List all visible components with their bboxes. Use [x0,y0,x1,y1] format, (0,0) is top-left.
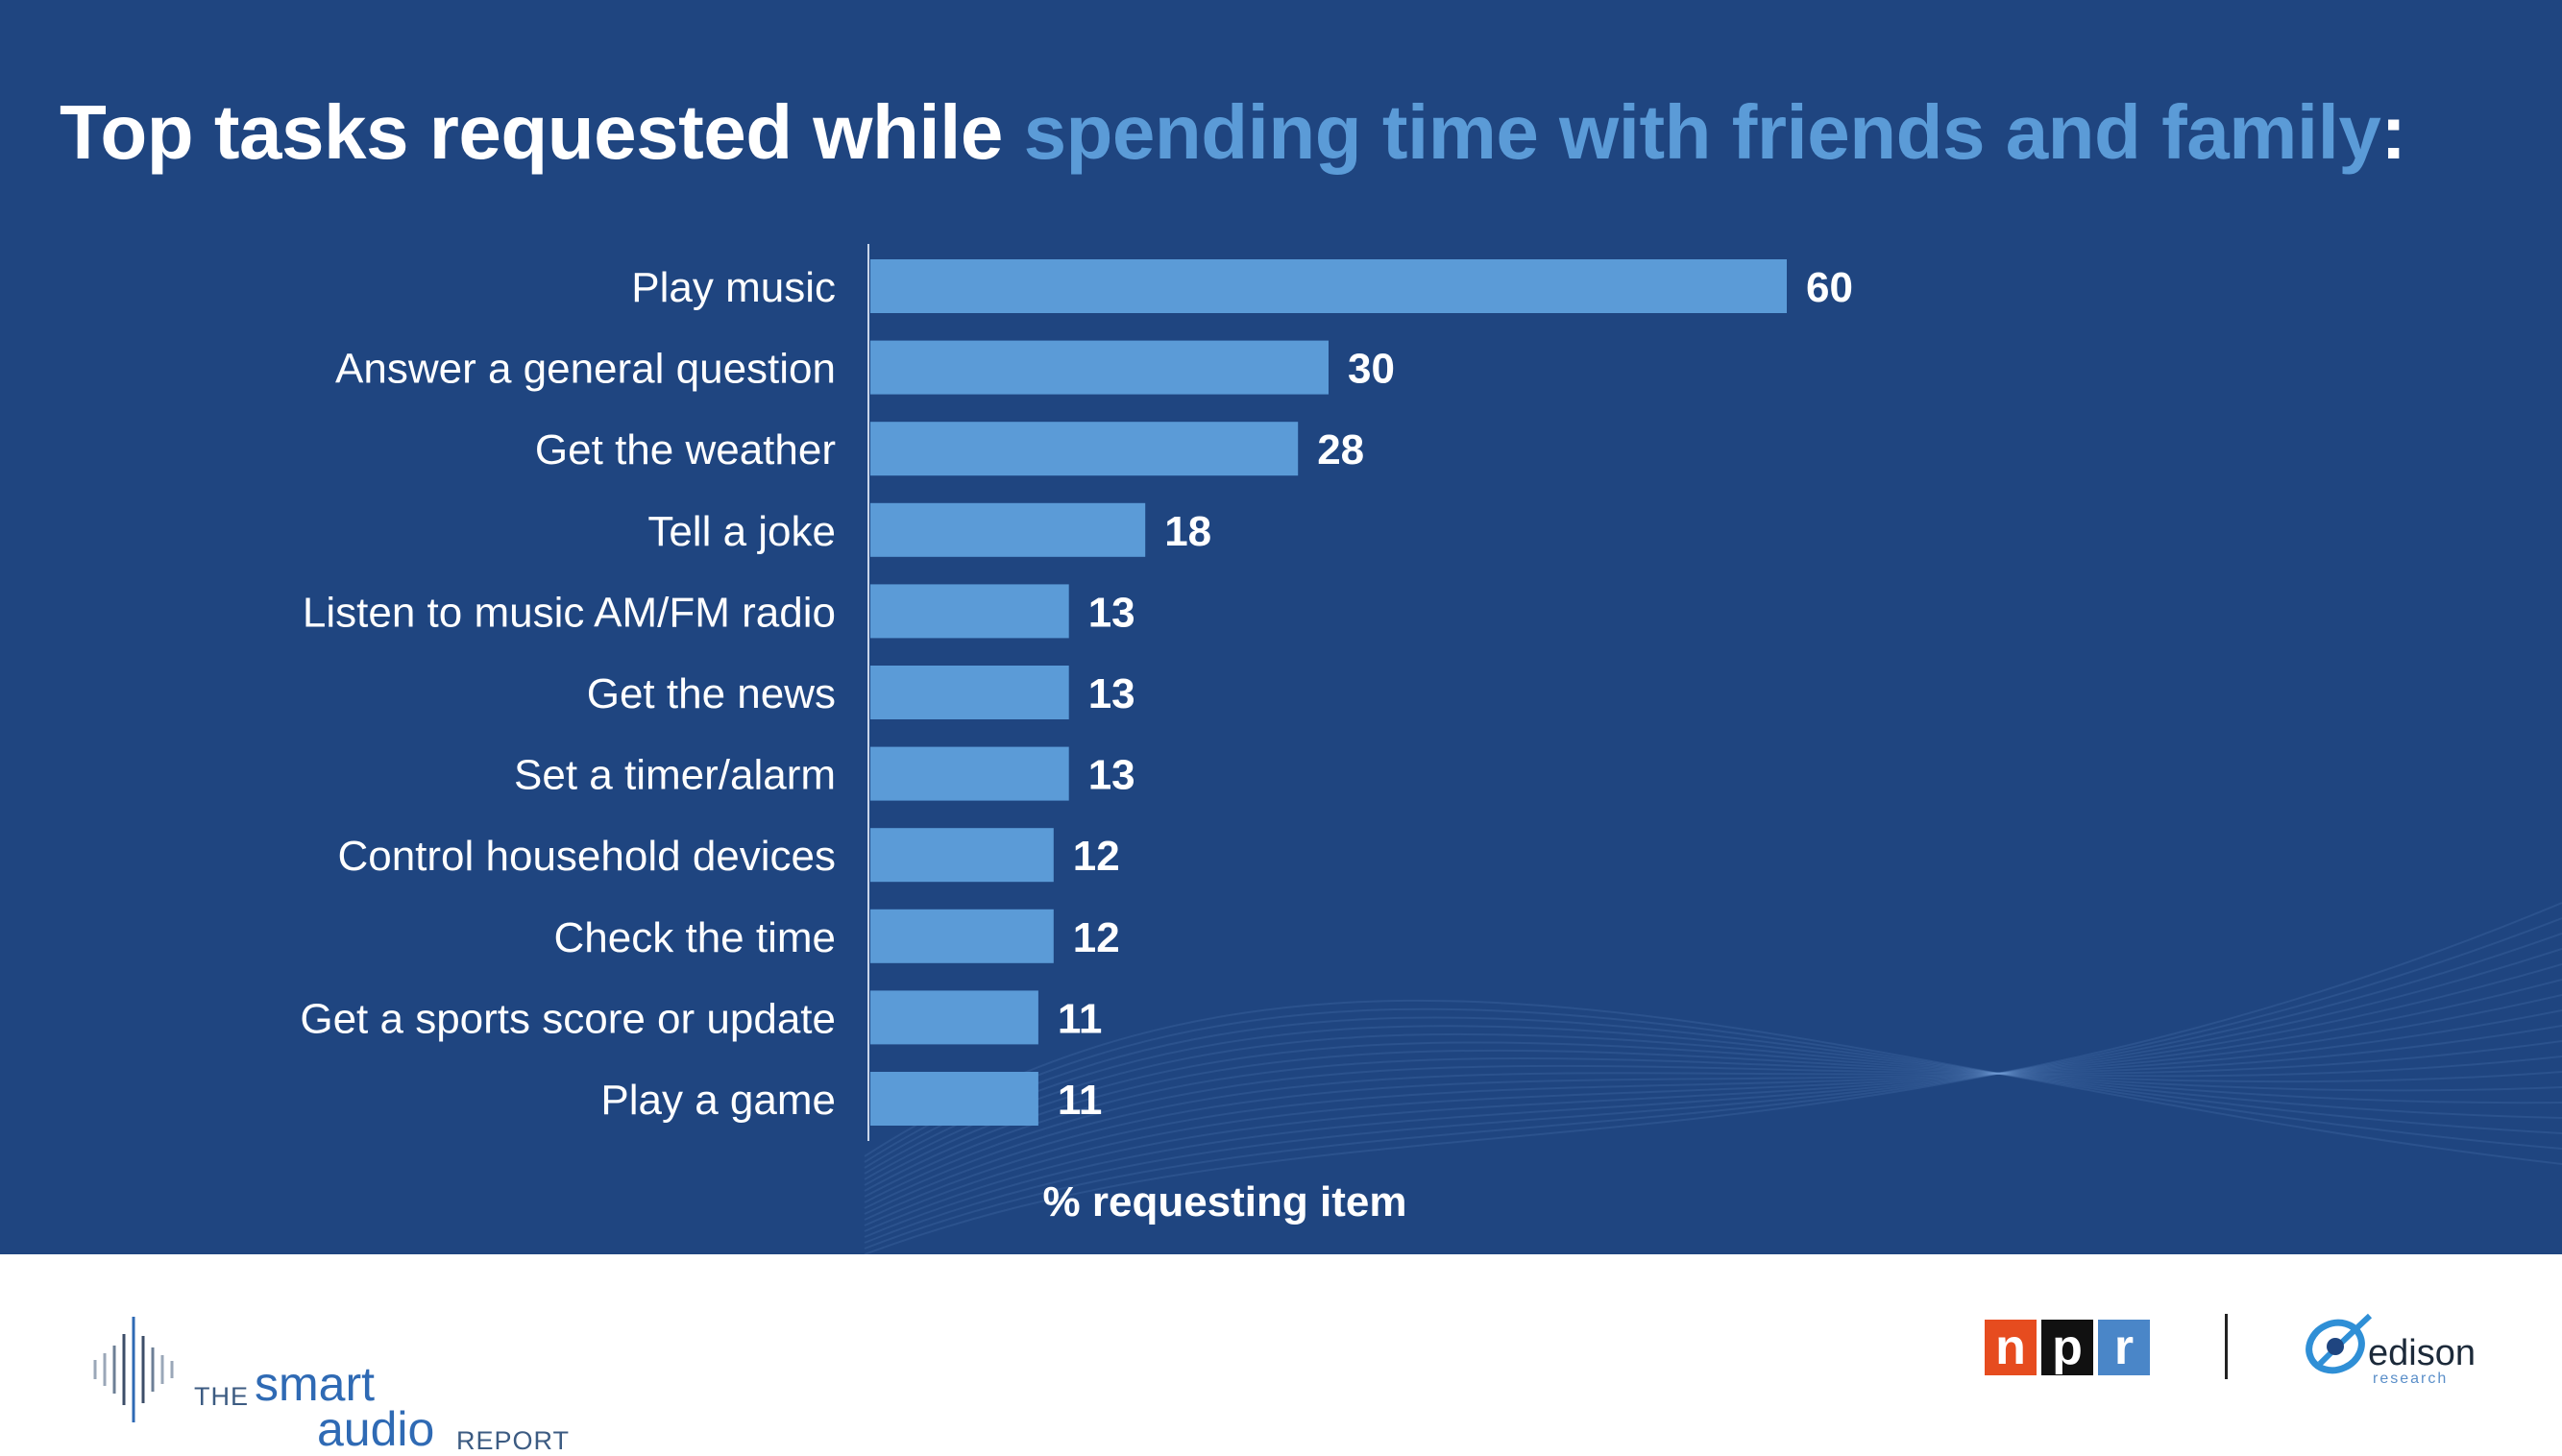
title-highlight: spending time with friends and family [1023,89,2381,175]
data-label: 18 [1164,508,1211,555]
category-label: Play a game [600,1077,836,1124]
category-label: Get a sports score or update [300,995,836,1042]
smart-audio-report-logo: THE smart audio REPORT [91,1307,591,1455]
chart-panel: Top tasks requested while spending time … [0,0,2562,1254]
data-label: 60 [1806,264,1853,311]
report-smart: smart [255,1357,375,1411]
bar [870,990,1038,1045]
title-plain: Top tasks requested while [60,89,1024,175]
bar [870,259,1787,313]
wave-line [864,1040,2562,1203]
wave-line [864,1056,2562,1198]
npr-logo: n p r [1985,1320,2150,1375]
wave-line [864,1032,2562,1180]
report-the: THE [194,1382,249,1411]
wave-line [864,933,2562,1244]
bar-chart: Play music 60 Answer a general question 30 G… [300,244,1853,1225]
data-label: 11 [1058,995,1103,1042]
category-label: Play music [631,264,836,311]
wave-line [864,963,2562,1232]
bar [870,828,1054,883]
wave-line [864,1025,2562,1209]
category-label: Tell a joke [647,508,836,555]
data-label: 13 [1088,670,1135,717]
wave-line [864,1049,2562,1192]
wave-line [864,1016,2562,1169]
data-label: 13 [1088,589,1135,636]
data-label: 13 [1088,752,1135,799]
category-label: Answer a general question [335,346,836,393]
data-label: 12 [1073,914,1120,961]
category-label: Set a timer/alarm [514,752,836,799]
wave-line [864,902,2562,1254]
wave-line [864,999,2562,1165]
wave-line [864,1009,2562,1215]
npr-letter-p: p [2041,1320,2093,1375]
wave-line [864,1025,2562,1175]
data-label: 30 [1348,346,1395,393]
bar [870,909,1054,963]
edison-swirl-icon [2306,1313,2373,1374]
bar [870,1072,1038,1126]
bar [870,584,1069,639]
logo-divider [2225,1314,2228,1379]
data-label: 12 [1073,833,1120,880]
npr-letter-r: r [2098,1320,2150,1375]
wave-line [864,917,2562,1250]
chart-title: Top tasks requested while spending time … [60,88,2538,177]
wave-line [864,994,2562,1221]
wave-line [864,948,2562,1238]
report-audio: audio [317,1402,435,1456]
edison-name: edison [2368,1333,2476,1373]
title-end: : [2380,89,2406,175]
wave-line [864,1007,2562,1163]
edison-research-logo: edison research [2301,1306,2493,1393]
bar [870,666,1069,719]
soundwave-icon [93,1317,174,1422]
decorative-waves [864,902,2562,1254]
category-label: Get the news [587,670,836,717]
report-word: REPORT [456,1426,571,1455]
category-label: Control household devices [337,833,836,880]
edison-sub: research [2373,1371,2449,1387]
x-axis-label: % requesting item [1043,1178,1407,1225]
bar [870,340,1329,395]
category-label: Listen to music AM/FM radio [303,589,836,636]
wave-line [864,1041,2562,1186]
data-label: 11 [1058,1077,1103,1124]
wave-line [864,979,2562,1226]
bar [870,746,1069,801]
data-label: 28 [1317,426,1364,473]
npr-letter-n: n [1985,1320,2037,1375]
bar [870,502,1146,557]
category-label: Check the time [554,914,836,961]
bar [870,422,1299,476]
footer: THE smart audio REPORT [0,1254,2562,1455]
category-label: Get the weather [535,426,836,473]
